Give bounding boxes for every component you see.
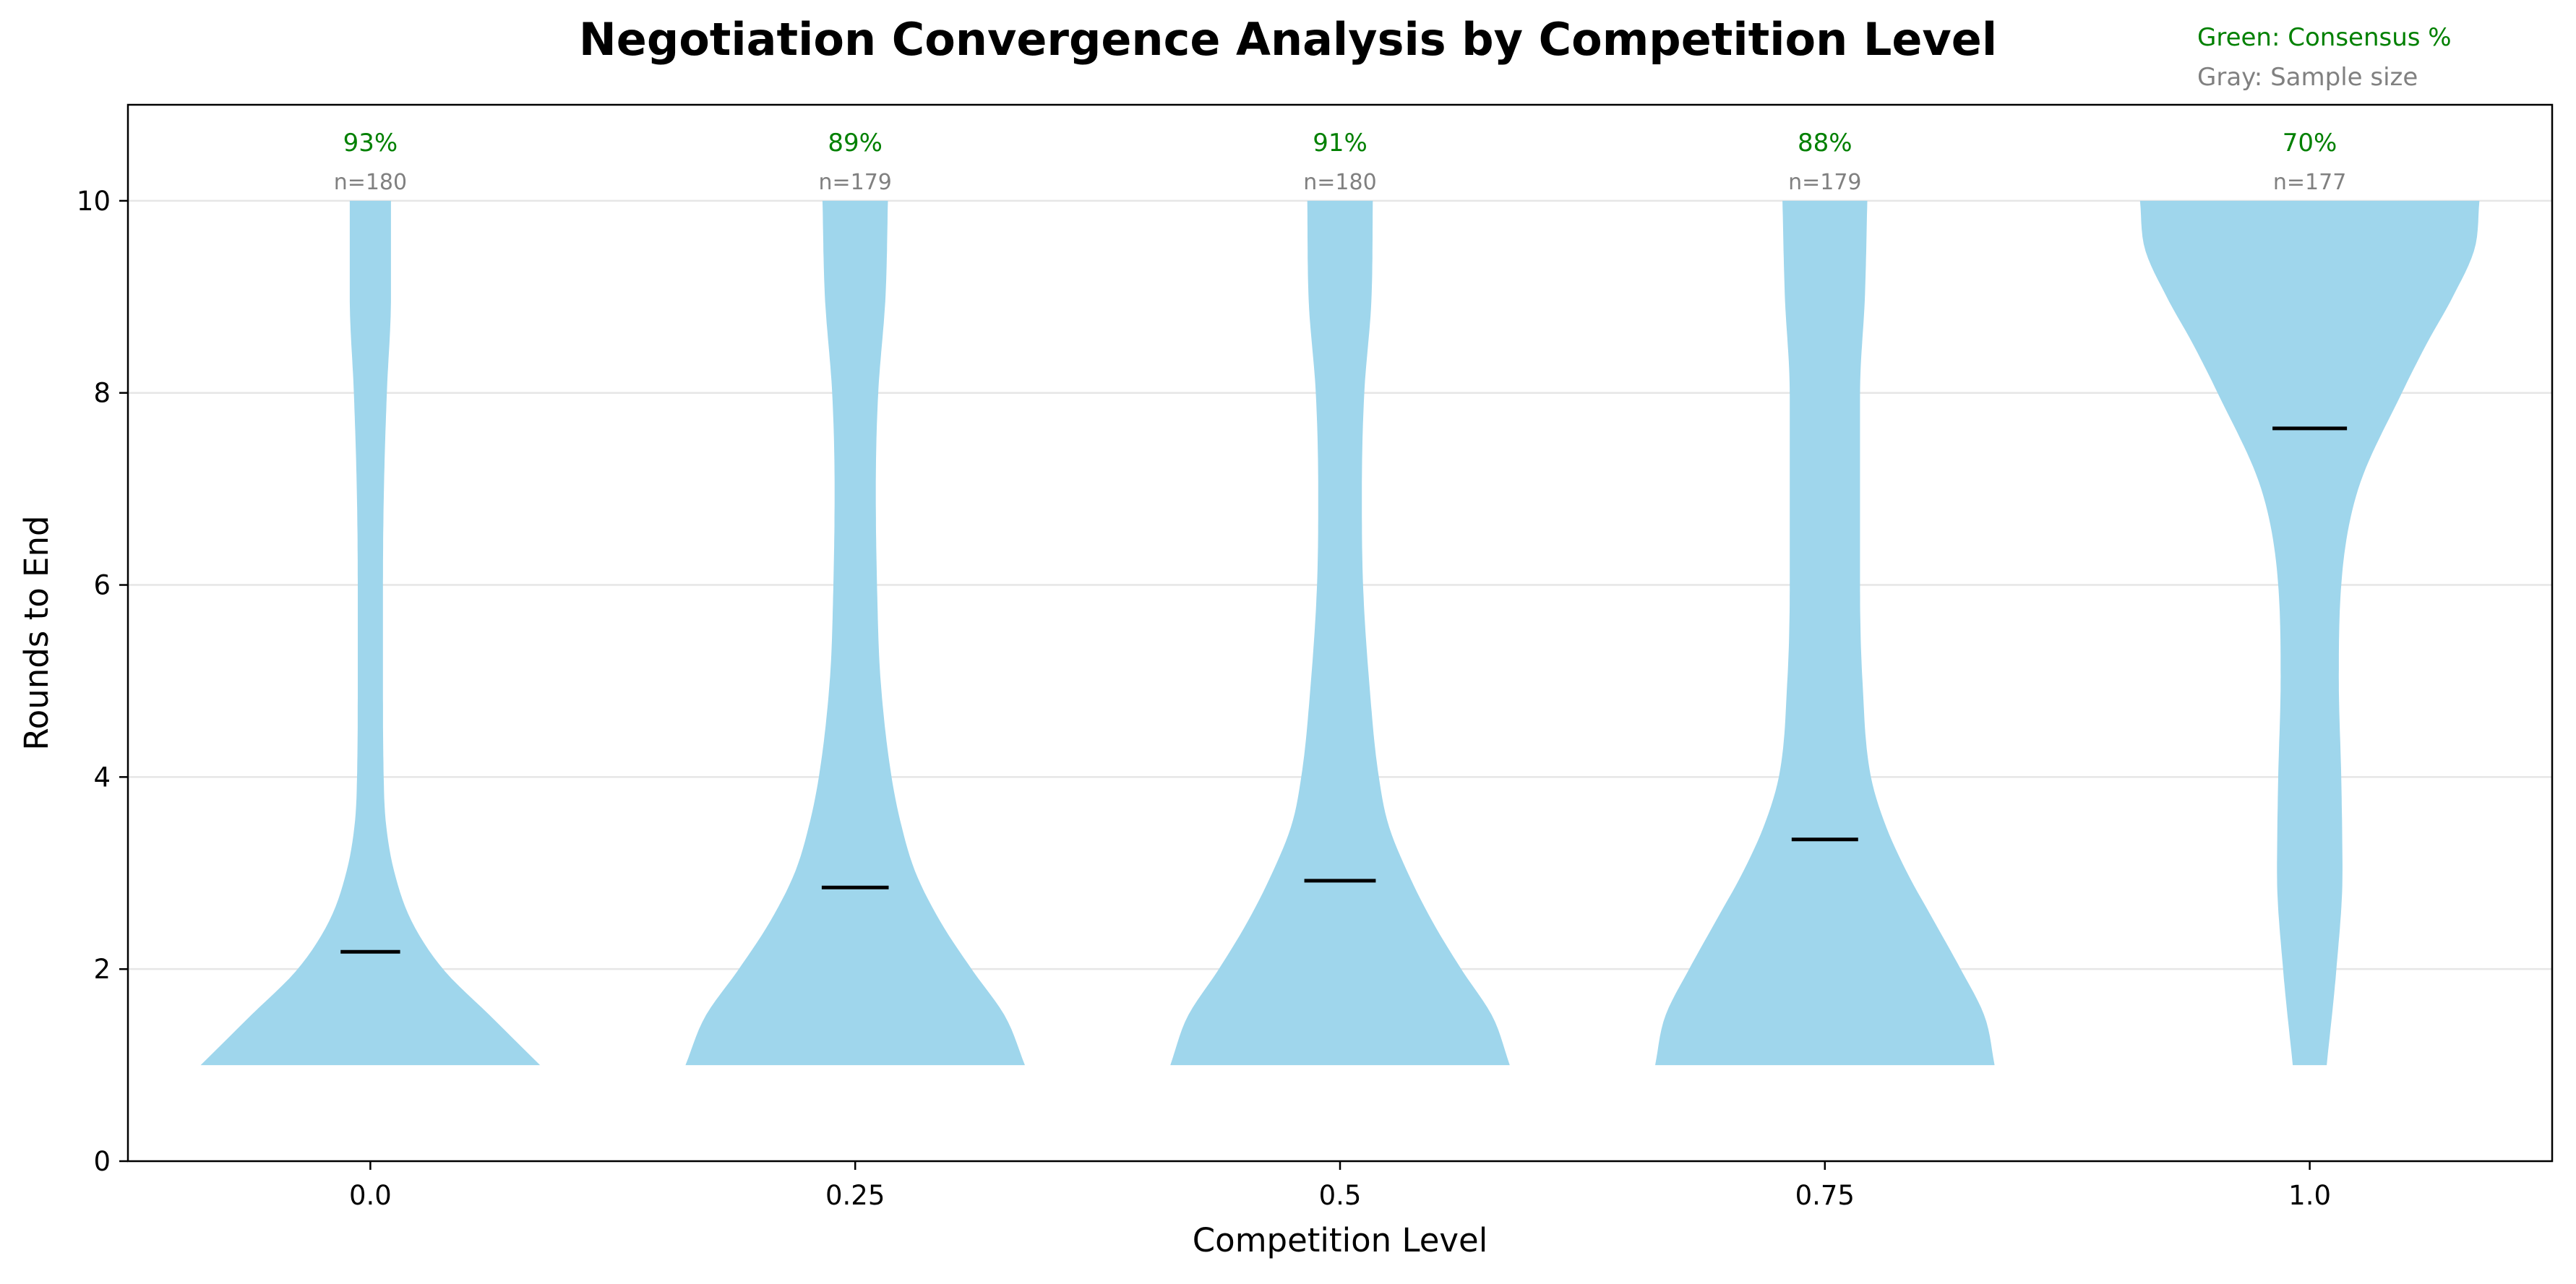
median-layer — [340, 426, 2348, 954]
consensus-label: 89% — [828, 129, 883, 158]
violin-0.5 — [1170, 200, 1510, 1066]
axis-layer: 0 2 4 6 8 10 0.0 0.25 0.5 0.75 1.0 — [77, 186, 2331, 1211]
y-tick-label: 2 — [93, 954, 111, 985]
x-axis-label: Competition Level — [1193, 1221, 1487, 1259]
y-tick-label: 10 — [77, 186, 111, 217]
consensus-label: 93% — [343, 129, 398, 158]
violin-0.25 — [685, 200, 1025, 1066]
x-tick-label: 0.25 — [825, 1180, 885, 1211]
x-tick-label: 1.0 — [2288, 1180, 2331, 1211]
y-axis-label: Rounds to End — [17, 515, 56, 750]
legend-consensus-label: Green: Consensus % — [2197, 23, 2452, 52]
chart-title: Negotiation Convergence Analysis by Comp… — [579, 13, 1997, 66]
violin-layer — [200, 200, 2480, 1066]
x-tick-label: 0.0 — [349, 1180, 392, 1211]
y-tick-label: 0 — [93, 1146, 111, 1177]
legend-sample-label: Gray: Sample size — [2197, 63, 2418, 92]
sample-size-label: n=180 — [334, 170, 407, 195]
violin-0.75 — [1655, 200, 1995, 1066]
violin-1.0 — [2139, 200, 2480, 1066]
sample-size-label: n=180 — [1303, 170, 1376, 195]
x-tick-label: 0.75 — [1795, 1180, 1855, 1211]
consensus-label: 70% — [2283, 129, 2337, 158]
x-tick-label: 0.5 — [1319, 1180, 1362, 1211]
sample-size-label: n=179 — [1788, 170, 1861, 195]
violin-0.0 — [200, 200, 541, 1066]
consensus-label: 91% — [1313, 129, 1368, 158]
y-tick-label: 8 — [93, 378, 111, 409]
y-tick-label: 4 — [93, 762, 111, 793]
y-tick-label: 6 — [93, 570, 111, 601]
sample-size-label: n=177 — [2273, 170, 2346, 195]
consensus-label: 88% — [1798, 129, 1852, 158]
sample-size-label: n=179 — [818, 170, 891, 195]
annotation-layer: 93% n=180 89% n=179 91% n=180 88% n=179 70% n=177 — [334, 129, 2347, 195]
